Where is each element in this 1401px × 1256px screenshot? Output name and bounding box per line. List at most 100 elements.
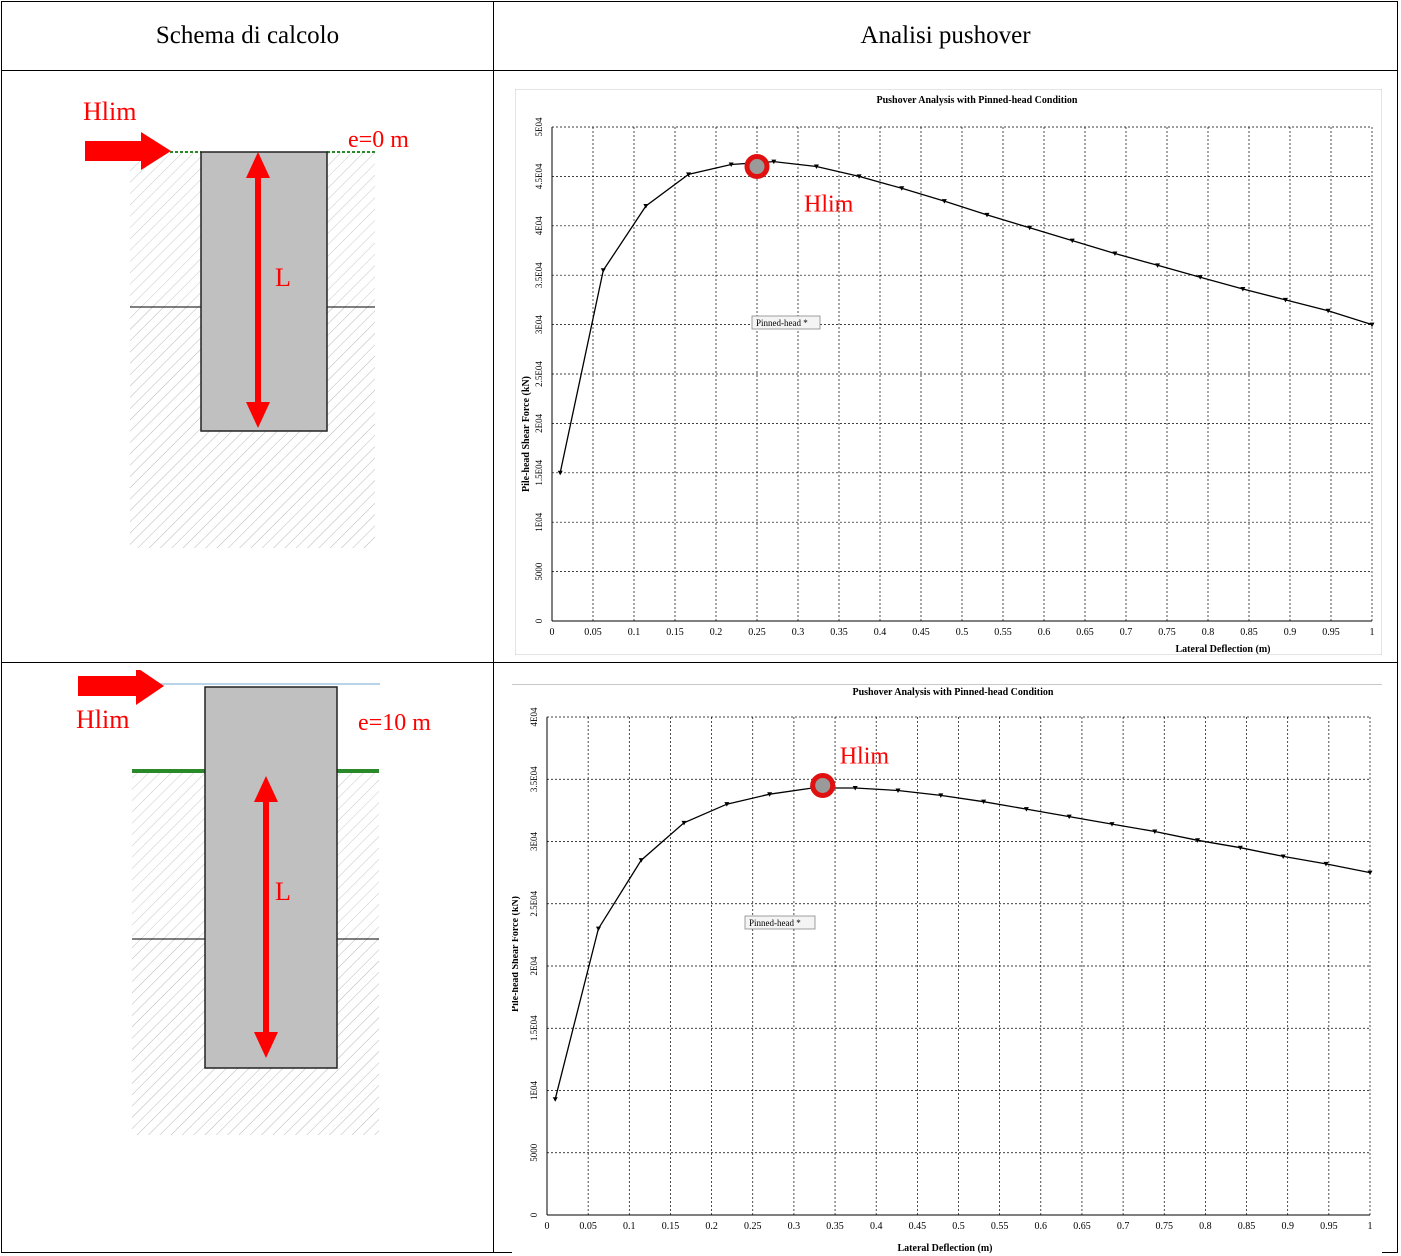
x-tick-label: 0.55 [994, 627, 1012, 638]
x-tick-label: 0.05 [579, 1221, 597, 1232]
data-point-marker [1109, 822, 1115, 827]
x-axis-label: Lateral Deflection (m) [1176, 644, 1271, 655]
row-divider-1 [2, 70, 1397, 71]
x-tick-label: 0.25 [748, 627, 766, 638]
data-point-marker [895, 788, 901, 793]
y-tick-label: 1E04 [529, 1081, 539, 1100]
y-tick-label: 2.5E04 [529, 890, 539, 916]
data-point-marker [595, 926, 601, 932]
x-tick-label: 0.8 [1202, 627, 1215, 638]
y-tick-label: 5000 [529, 1143, 539, 1162]
x-tick-label: 0 [550, 627, 555, 638]
data-point-marker [1066, 814, 1072, 820]
y-tick-label: 4E04 [534, 216, 544, 235]
x-tick-label: 0.9 [1281, 1221, 1294, 1232]
chart-frame [515, 89, 1382, 655]
data-point-marker [686, 172, 692, 177]
data-point-marker [1282, 297, 1288, 303]
x-tick-label: 0.95 [1322, 627, 1340, 638]
y-tick-label: 3.5E04 [534, 262, 544, 288]
data-point-marker [1152, 829, 1158, 835]
y-tick-label: 3.5E04 [529, 766, 539, 792]
hlim-annotation: Hlim [804, 192, 854, 218]
force-label: Hlim [76, 705, 129, 734]
data-point-marker [1240, 287, 1246, 292]
data-point-marker [1069, 238, 1075, 244]
column-divider [493, 2, 494, 1252]
x-tick-label: 0.1 [623, 1221, 636, 1232]
legend-label: Pinned-head * [756, 318, 808, 328]
data-point-marker [981, 799, 987, 805]
data-point-marker [681, 820, 687, 826]
row-divider-2 [2, 662, 1397, 663]
x-tick-label: 0.75 [1156, 1221, 1174, 1232]
series-line-pinned-head [554, 787, 1371, 1100]
hlim-marker [744, 154, 770, 180]
scheme-1-diagram: Hlim e=0 m L [83, 97, 409, 548]
x-tick-label: 0.5 [956, 627, 969, 638]
y-tick-label: 1E04 [534, 512, 544, 531]
x-tick-label: 0.45 [909, 1221, 927, 1232]
x-tick-label: 0.35 [830, 627, 848, 638]
data-point-marker [552, 1097, 558, 1102]
length-label: L [275, 263, 291, 292]
x-tick-label: 0.6 [1038, 627, 1051, 638]
hlim-marker [810, 772, 836, 798]
x-tick-label: 0.05 [584, 627, 602, 638]
chart-grid [546, 716, 1371, 1216]
y-tick-label: 1.5E04 [534, 459, 544, 485]
chart-title: Pushover Analysis with Pinned-head Condi… [853, 687, 1054, 698]
force-label: Hlim [83, 97, 136, 126]
y-tick-label: 2E04 [529, 956, 539, 975]
scheme-2-diagram: Hlim e=10 m L [76, 670, 431, 1135]
x-tick-label: 0.1 [628, 627, 641, 638]
x-tick-label: 0.4 [874, 627, 887, 638]
legend-box: Pinned-head * [751, 315, 821, 330]
x-axis-label: Lateral Deflection (m) [898, 1243, 993, 1254]
x-tick-label: 0.35 [826, 1221, 844, 1232]
data-point-marker [557, 470, 563, 476]
header-pushover: Analisi pushover [860, 22, 1031, 49]
y-tick-label: 4.5E04 [534, 163, 544, 189]
header-schema: Schema di calcolo [155, 22, 340, 49]
x-tick-label: 0.7 [1120, 627, 1133, 638]
y-tick-label: 5E04 [534, 117, 544, 136]
chart-frame [512, 684, 1382, 1254]
data-point-marker [643, 204, 649, 209]
x-tick-label: 0.95 [1320, 1221, 1338, 1232]
x-tick-label: 0.4 [870, 1221, 883, 1232]
force-arrow [78, 670, 164, 705]
data-point-marker [1237, 845, 1243, 851]
x-tick-label: 0.25 [744, 1221, 762, 1232]
pushover-chart-1: Pushover Analysis with Pinned-head Condi… [515, 89, 1382, 655]
x-tick-label: 0.75 [1158, 627, 1176, 638]
data-point-marker [1023, 807, 1029, 812]
x-tick-label: 1 [1368, 1221, 1373, 1232]
data-point-marker [638, 858, 644, 863]
data-point-marker [1325, 308, 1331, 314]
x-tick-label: 0.65 [1073, 1221, 1091, 1232]
x-tick-label: 0.3 [792, 627, 805, 638]
data-point-marker [1197, 275, 1203, 280]
y-tick-label: 0 [529, 1212, 539, 1217]
x-tick-label: 0.85 [1238, 1221, 1256, 1232]
x-tick-label: 0.3 [788, 1221, 801, 1232]
y-tick-label: 2E04 [534, 413, 544, 432]
x-tick-label: 0.85 [1240, 627, 1258, 638]
data-point-marker [852, 785, 858, 791]
chart-title: Pushover Analysis with Pinned-head Condi… [877, 95, 1078, 106]
x-tick-label: 0.8 [1199, 1221, 1212, 1232]
hlim-annotation: Hlim [840, 743, 890, 769]
pushover-chart-2: Pushover Analysis with Pinned-head Condi… [512, 684, 1382, 1254]
data-point-marker [1112, 251, 1118, 256]
eccentricity-label: e=0 m [348, 127, 409, 153]
data-point-marker [767, 792, 773, 797]
y-tick-label: 3E04 [534, 315, 544, 334]
x-tick-label: 0.2 [705, 1221, 718, 1232]
y-axis-label: Pile-head Shear Force (kN) [512, 896, 521, 1012]
y-tick-label: 4E04 [529, 707, 539, 726]
x-tick-label: 1 [1370, 627, 1375, 638]
y-axis-label: Pile-head Shear Force (kN) [521, 376, 532, 492]
x-tick-label: 0.65 [1076, 627, 1094, 638]
legend-label: Pinned-head * [749, 918, 801, 928]
